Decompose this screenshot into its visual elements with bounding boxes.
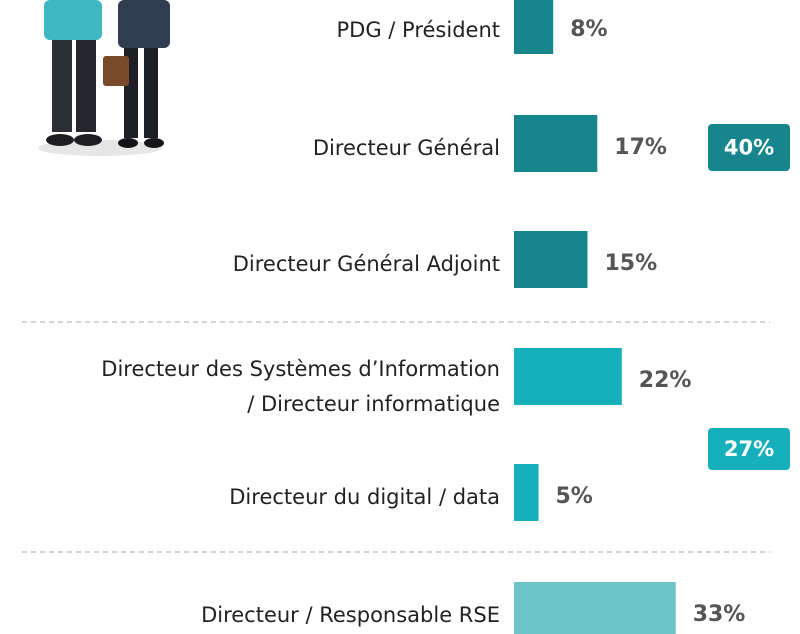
category-label: Directeur du digital / data	[229, 485, 500, 509]
category-label: / Directeur informatique	[247, 392, 500, 416]
category-label: Directeur Général	[313, 136, 500, 160]
bar	[514, 0, 554, 54]
category-label: Directeur Général Adjoint	[233, 252, 500, 276]
group-total-label: 40%	[724, 136, 774, 160]
value-label: 17%	[614, 135, 667, 160]
value-label: 33%	[693, 602, 746, 627]
value-label: 5%	[556, 484, 593, 509]
bar	[514, 115, 598, 172]
group-total-label: 27%	[724, 437, 774, 461]
group-total-badge	[708, 428, 790, 470]
category-label: Directeur des Systèmes d’Information	[101, 357, 500, 381]
category-label: Directeur / Responsable RSE	[201, 603, 500, 627]
value-label: 22%	[639, 368, 692, 393]
bar	[514, 582, 676, 634]
bar	[514, 231, 588, 288]
bar	[514, 464, 539, 521]
value-label: 8%	[570, 17, 607, 42]
group-total-badge	[708, 124, 790, 171]
category-label: PDG / Président	[337, 18, 501, 42]
bar	[514, 348, 622, 405]
value-label: 15%	[605, 251, 658, 276]
illustration	[38, 0, 170, 156]
